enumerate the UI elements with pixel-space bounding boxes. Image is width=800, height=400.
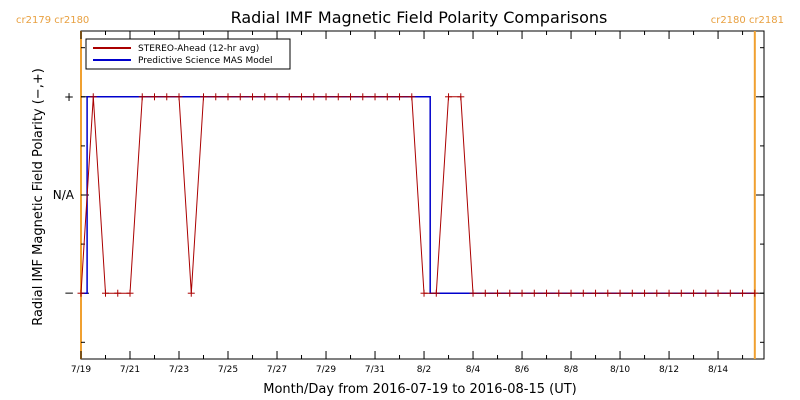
- x-tick-label: 7/19: [71, 365, 91, 375]
- series-line-stereo: [80, 96, 755, 294]
- y-tick-label: +: [64, 90, 74, 104]
- x-tick-label: 7/21: [120, 365, 140, 375]
- x-tick-label: 8/4: [466, 365, 481, 375]
- carrington-label-left: cr2179 cr2180: [16, 15, 89, 26]
- x-tick-label: 7/31: [365, 365, 385, 375]
- x-tick-label: 8/2: [417, 365, 431, 375]
- y-axis-ticks: + N/A −: [53, 47, 764, 343]
- y-tick-label: −: [64, 286, 74, 300]
- x-tick-label: 8/12: [659, 365, 679, 375]
- legend-label-stereo: STEREO-Ahead (12-hr avg): [138, 44, 259, 54]
- carrington-label-right: cr2180 cr2181: [711, 15, 784, 26]
- x-tick-label: 7/25: [218, 365, 238, 375]
- x-tick-label: 7/23: [169, 365, 189, 375]
- x-tick-label: 7/27: [267, 365, 287, 375]
- y-axis-label: Radial IMF Magnetic Field Polarity (−,+): [31, 68, 46, 326]
- x-tick-label: 8/10: [610, 365, 630, 375]
- x-axis-label: Month/Day from 2016-07-19 to 2016-08-15 …: [263, 382, 576, 397]
- series-layer: [77, 93, 759, 297]
- x-tick-label: 8/6: [515, 365, 530, 375]
- plot-frame: [80, 30, 765, 360]
- y-tick-label: N/A: [53, 188, 75, 202]
- chart-title: Radial IMF Magnetic Field Polarity Compa…: [231, 8, 608, 27]
- x-tick-label: 8/8: [564, 365, 579, 375]
- x-tick-label: 8/14: [708, 365, 728, 375]
- x-tick-label: 7/29: [316, 365, 336, 375]
- x-axis-ticks: 7/19 7/21 7/23 7/25 7/27 7/29 7/31 8/2 8/4 8/6 8/8…: [71, 31, 744, 375]
- legend-label-model: Predictive Science MAS Model: [138, 56, 273, 66]
- legend: STEREO-Ahead (12-hr avg) Predictive Scie…: [85, 38, 291, 70]
- legend-box: [85, 38, 291, 70]
